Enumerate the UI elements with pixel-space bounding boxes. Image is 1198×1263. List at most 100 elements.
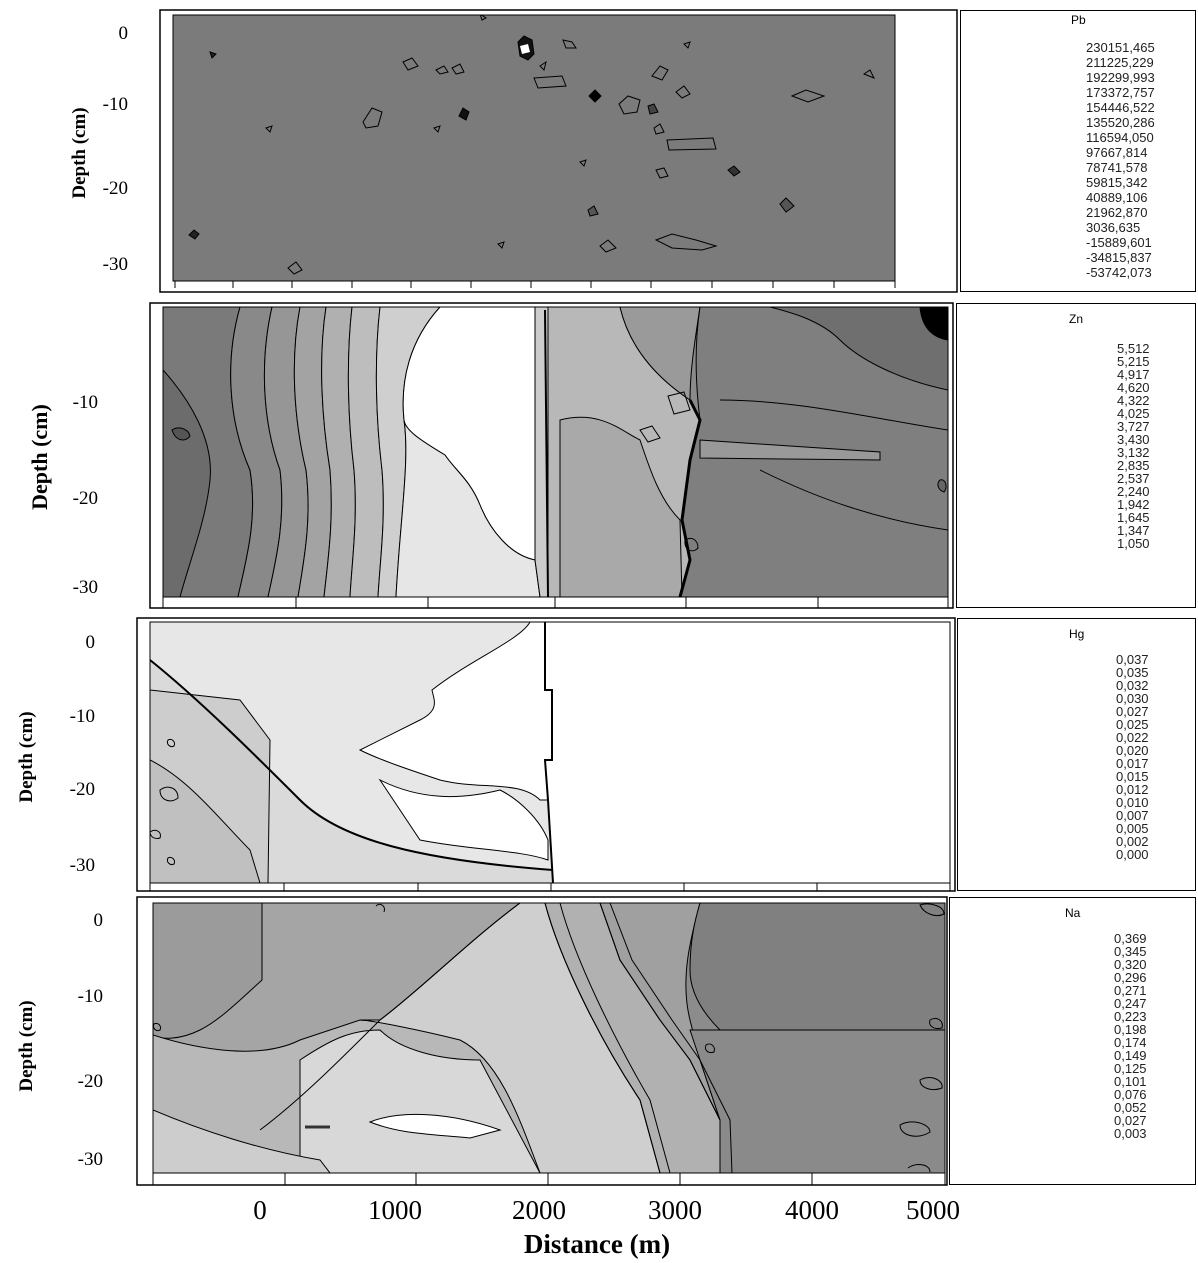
legend-value: 2,835 — [1117, 458, 1150, 473]
legend-value: 21962,870 — [1086, 205, 1148, 220]
hg-ytick: -10 — [69, 706, 95, 727]
legend-value: 0,032 — [1116, 678, 1149, 693]
na-legend: Na 0,369 0,345 0,320 0,296 0,271 0,247 0… — [949, 897, 1196, 1185]
panel-na — [136, 896, 948, 1186]
legend-value: 59815,342 — [1086, 175, 1148, 190]
legend-value: 5,215 — [1117, 354, 1150, 369]
panel-pb — [159, 9, 958, 293]
legend-value: 5,512 — [1117, 341, 1150, 356]
legend-value: 0,022 — [1116, 730, 1149, 745]
legend-value: 1,347 — [1117, 523, 1150, 538]
legend-value: 0,003 — [1114, 1126, 1147, 1141]
legend-value: 0,296 — [1114, 970, 1147, 985]
legend-value: 0,052 — [1114, 1100, 1147, 1115]
legend-value: 0,320 — [1114, 957, 1147, 972]
legend-value: 0,017 — [1116, 756, 1149, 771]
legend-value: 0,007 — [1116, 808, 1149, 823]
na-legend-title: Na — [1065, 906, 1081, 920]
zn-ytick: -10 — [72, 392, 98, 413]
hg-legend-title: Hg — [1069, 627, 1085, 641]
legend-value: 0,027 — [1114, 1113, 1147, 1128]
x-tick: 4000 — [785, 1195, 839, 1225]
pb-ytick: -30 — [102, 254, 128, 275]
legend-value: 154446,522 — [1086, 100, 1155, 115]
zn-x-ticks — [162, 597, 949, 608]
x-tick: 2000 — [512, 1195, 566, 1225]
legend-value: 230151,465 — [1086, 40, 1155, 55]
na-ytick: -30 — [77, 1149, 103, 1170]
legend-value: -53742,073 — [1086, 265, 1152, 280]
hg-ytick: -20 — [69, 779, 95, 800]
na-x-ticks — [152, 1173, 946, 1185]
x-tick: 1000 — [368, 1195, 422, 1225]
legend-value: 116594,050 — [1086, 130, 1154, 145]
na-ytick: -10 — [77, 986, 103, 1007]
x-tick: 0 — [253, 1195, 267, 1225]
x-tick: 5000 — [906, 1195, 960, 1225]
hg-x-ticks — [149, 883, 951, 891]
legend-value: 0,369 — [1114, 931, 1147, 946]
legend-value: 0,174 — [1114, 1035, 1147, 1050]
legend-value: 3,132 — [1117, 445, 1150, 460]
legend-value: 173372,757 — [1086, 85, 1155, 100]
legend-value: 97667,814 — [1086, 145, 1148, 160]
legend-value: 211225,229 — [1086, 55, 1154, 70]
legend-value: 0,030 — [1116, 691, 1149, 706]
legend-value: 135520,286 — [1086, 115, 1155, 130]
pb-x-ticks — [174, 281, 896, 288]
legend-value: 1,942 — [1117, 497, 1150, 512]
legend-value: 0,035 — [1116, 665, 1149, 680]
legend-value: 0,020 — [1116, 743, 1149, 758]
legend-value: 0,271 — [1114, 983, 1147, 998]
legend-value: 3,727 — [1117, 419, 1150, 434]
zn-legend: Zn 5,512 5,215 4,917 4,620 4,322 4,025 3… — [956, 303, 1196, 608]
legend-value: 3036,635 — [1086, 220, 1141, 235]
x-tick: 3000 — [648, 1195, 702, 1225]
panel-zn — [149, 302, 954, 609]
legend-value: 192299,993 — [1086, 70, 1155, 85]
pb-ytick: -20 — [102, 178, 128, 199]
legend-value: 0,198 — [1114, 1022, 1147, 1037]
legend-value: 0,000 — [1116, 847, 1149, 862]
zn-contours — [163, 307, 948, 597]
hg-ytick: 0 — [85, 632, 96, 653]
legend-value: 0,005 — [1116, 821, 1149, 836]
zn-legend-title: Zn — [1069, 312, 1084, 326]
legend-value: 4,917 — [1117, 367, 1150, 382]
na-ylabel: Depth (cm) — [16, 1000, 37, 1092]
legend-value: 0,015 — [1116, 769, 1149, 784]
na-ytick: -20 — [77, 1071, 103, 1092]
zn-ytick: -30 — [72, 577, 98, 598]
pb-legend-title: Pb — [1071, 13, 1086, 27]
pb-contours — [188, 15, 876, 275]
legend-value: 0,012 — [1116, 782, 1149, 797]
legend-value: 78741,578 — [1086, 160, 1148, 175]
legend-value: 3,430 — [1117, 432, 1150, 447]
legend-value: -34815,837 — [1086, 250, 1152, 265]
hg-legend: Hg 0,037 0,035 0,032 0,030 0,027 0,025 0… — [957, 618, 1196, 891]
na-ytick: 0 — [93, 910, 104, 931]
pb-legend: Pb 230151,465 211225,229 192299,993 1733… — [960, 10, 1196, 292]
legend-value: 0,010 — [1116, 795, 1149, 810]
legend-value: 4,025 — [1117, 406, 1150, 421]
legend-value: 0,247 — [1114, 996, 1147, 1011]
legend-value: 0,076 — [1114, 1087, 1147, 1102]
legend-value: 0,149 — [1114, 1048, 1147, 1063]
legend-value: 0,002 — [1116, 834, 1149, 849]
legend-value: 0,025 — [1116, 717, 1149, 732]
pb-ytick: -10 — [102, 94, 128, 115]
legend-value: 1,645 — [1117, 510, 1150, 525]
pb-plot-area — [172, 14, 896, 282]
legend-value: 0,027 — [1116, 704, 1149, 719]
legend-value: -15889,601 — [1086, 235, 1152, 250]
legend-value: 2,240 — [1117, 484, 1150, 499]
x-axis-label: Distance (m) — [523, 1229, 671, 1259]
legend-value: 0,223 — [1114, 1009, 1147, 1024]
legend-value: 0,101 — [1114, 1074, 1147, 1089]
legend-value: 0,037 — [1116, 652, 1149, 667]
na-contours — [153, 903, 945, 1173]
legend-value: 0,125 — [1114, 1061, 1147, 1076]
zn-ytick: -20 — [72, 488, 98, 509]
legend-value: 4,322 — [1117, 393, 1150, 408]
hg-contours — [150, 622, 950, 883]
